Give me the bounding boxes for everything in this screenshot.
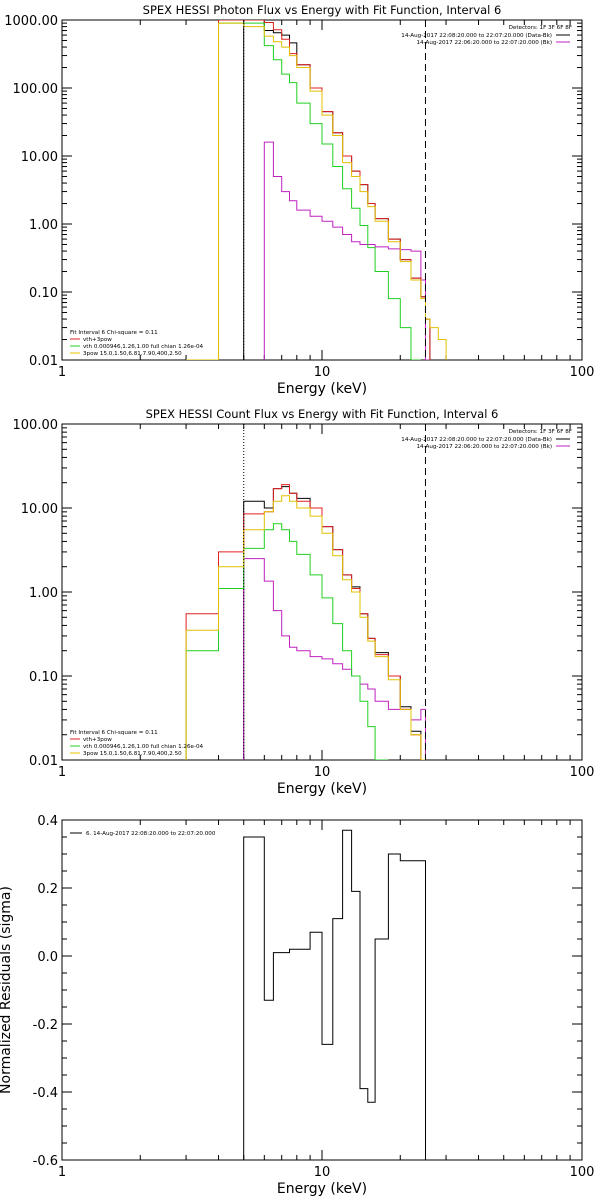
chart-panel-1: SPEX HESSI Photon Flux vs Energy with Fi…: [4, 3, 594, 397]
y-tick-label: 0.10: [29, 286, 58, 301]
x-tick-label: 1: [58, 1165, 66, 1180]
data-area: [186, 20, 447, 360]
legend-bottom-entry: vth 0.000946,1.26,1.00 full chian 1.26e-…: [83, 344, 204, 350]
y-tick-label: 0.2: [37, 882, 58, 897]
legend-bottom-header: Fit Interval 6 Chi-square = 0.11: [70, 330, 158, 336]
series-5-line: [185, 495, 426, 760]
legend-bottom-entry: vth 0.000946,1.26,1.00 full chian 1.26e-…: [83, 744, 204, 750]
y-tick-label: 100.00: [13, 418, 59, 433]
y-tick-label: 0.4: [37, 814, 58, 829]
y-tick-label: 0.10: [29, 670, 58, 685]
x-axis-label: Energy (keV): [277, 1181, 367, 1197]
x-tick-label: 10: [314, 365, 331, 380]
x-tick-label: 100: [570, 365, 595, 380]
y-tick-label: 10.00: [21, 150, 58, 165]
x-tick-label: 1: [58, 765, 66, 780]
x-tick-label: 100: [570, 765, 595, 780]
y-tick-label: 10.00: [21, 502, 58, 517]
x-tick-label: 10: [314, 1165, 331, 1180]
series-1-line: [243, 829, 426, 1160]
series-3-line: [185, 484, 426, 760]
y-tick-label: 1.00: [29, 218, 58, 233]
series-4-line: [185, 523, 389, 760]
y-tick-label: -0.4: [33, 1086, 58, 1101]
y-tick-label: -0.6: [33, 1154, 58, 1169]
series-4-line: [218, 22, 421, 360]
legend-top-entry: 6. 14-Aug-2017 22:08:20.000 to 22:07:20.…: [86, 831, 216, 837]
legend-bottom-entry: vth+3pow: [83, 737, 112, 743]
legend-bottom-header: Fit Interval 6 Chi-square = 0.11: [70, 730, 158, 736]
x-axis-label: Energy (keV): [277, 381, 367, 397]
legend-bottom-entry: 3pow 15.0,1.50,6.81,7.90,400,2.50: [83, 351, 182, 357]
data-area: [185, 484, 426, 760]
chart-title: SPEX HESSI Photon Flux vs Energy with Fi…: [143, 3, 502, 17]
y-axis-label: Normalized Residuals (sigma): [0, 886, 14, 1094]
y-tick-label: -0.2: [33, 1018, 58, 1033]
series-1-line: [243, 20, 431, 360]
series-2-line: [263, 141, 430, 360]
plot-frame: [61, 19, 583, 361]
y-tick-label: 0.01: [29, 354, 58, 369]
legend-top-entry: 14-Aug-2017 22:06:20.000 to 22:07:20.000…: [416, 40, 552, 46]
chart-panel-3: 1 10 100 -0.6 -0.4 -0.2 0.0 0.2 0.4 Energy (keV) N…: [0, 814, 594, 1197]
y-tick-label: 0.01: [29, 754, 58, 769]
legend-top-entry: 14-Aug-2017 22:06:20.000 to 22:07:20.000…: [416, 444, 552, 450]
y-tick-label: 1.00: [29, 586, 58, 601]
legend-bottom-entry: vth+3pow: [83, 337, 112, 343]
chart-title: SPEX HESSI Count Flux vs Energy with Fit…: [146, 407, 499, 421]
legend-top-header: Detectors: 1F 3F 6F 8F: [509, 25, 572, 31]
legend-bottom-entry: 3pow 15.0,1.50,6.81,7.90,400,2.50: [83, 751, 182, 757]
data-area: [243, 829, 426, 1160]
x-axis-label: Energy (keV): [277, 781, 367, 797]
x-tick-label: 1: [58, 365, 66, 380]
y-tick-label: 100.00: [13, 82, 59, 97]
x-tick-label: 100: [570, 1165, 595, 1180]
x-tick-label: 10: [314, 765, 331, 780]
series-2-line: [243, 558, 426, 760]
y-tick-label: 1000.00: [4, 14, 58, 29]
legend-top-entry: 14-Aug-2017 22:08:20.000 to 22:07:20.000…: [401, 437, 552, 443]
series-3-line: [218, 20, 431, 360]
legend-top-header: Detectors: 1F 3F 6F 8F: [509, 429, 572, 435]
chart-panel-2: SPEX HESSI Count Flux vs Energy with Fit…: [13, 407, 595, 797]
series-5-line: [186, 22, 447, 360]
y-tick-label: 0.0: [37, 950, 58, 965]
legend-top-entry: 14-Aug-2017 22:08:20.000 to 22:07:20.000…: [401, 33, 552, 39]
